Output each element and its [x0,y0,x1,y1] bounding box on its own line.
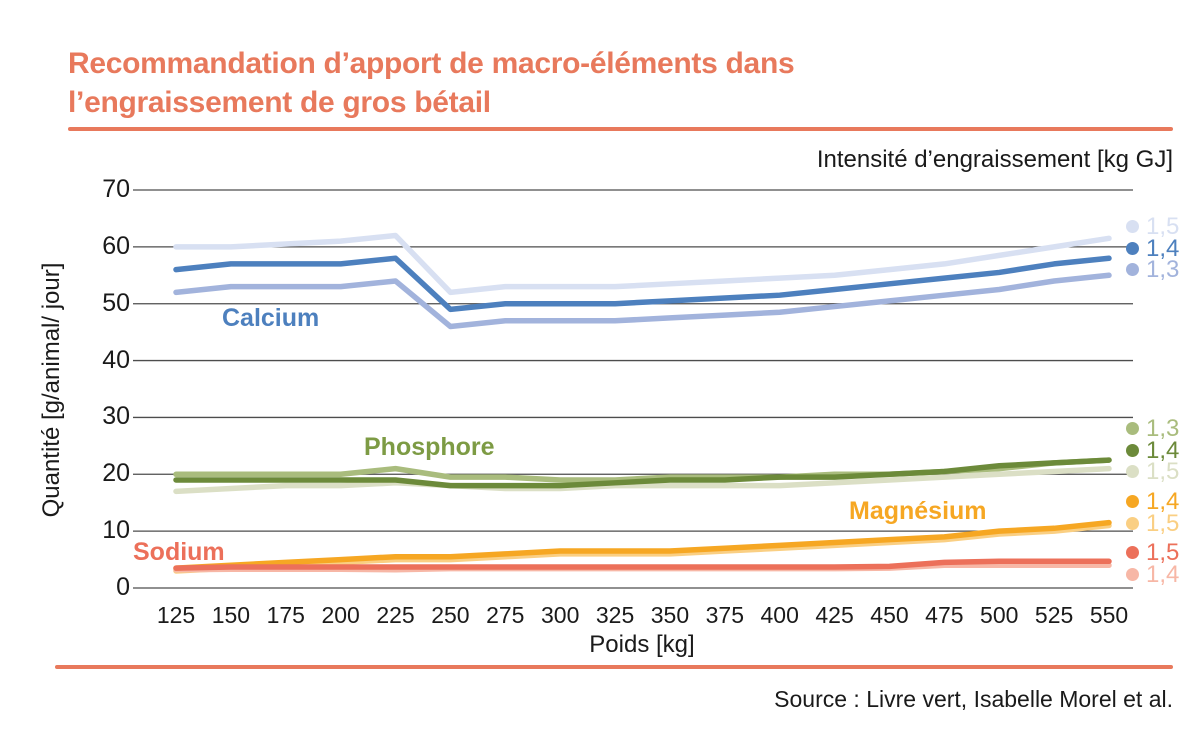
series-line-1,5 [173,465,1112,495]
y-axis-title: Quantité [g/animal/ jour] [38,262,65,518]
legend-dot-phosphore [1126,465,1139,478]
x-tick-label: 425 [815,602,854,628]
series-line-1,4 [173,255,1112,313]
series-label-magnésium: Magnésium [849,497,987,525]
x-tick-label: 125 [156,602,196,628]
x-tick-label: 375 [705,602,744,628]
series-line-1,4 [173,519,1112,571]
x-tick-label: 300 [540,602,580,628]
legend-value-label: 1,4 [1146,234,1180,262]
series-line-1,5 [173,522,1112,574]
legend-value-label: 1,3 [1146,415,1180,442]
legend-dot-sodium [1126,567,1139,581]
y-tick-label: 60 [102,231,130,260]
legend-value-label: 1,4 [1146,436,1180,464]
x-tick-label: 175 [266,602,305,628]
y-tick-label: 20 [102,459,130,488]
x-tick-label: 250 [431,602,470,628]
legend-dot-calcium [1126,220,1139,233]
y-tick-label: 40 [102,345,130,374]
series-line-1,5 [173,232,1112,296]
x-tick-label: 325 [595,602,635,628]
legend-value-label: 1,5 [1146,213,1180,240]
page-title-line-1: Recommandation d’apport de macro-élément… [68,47,795,80]
page-title-line-2: l’engraissement de gros bétail [68,86,491,119]
x-tick-label: 275 [486,602,525,628]
series-line-1,3 [173,272,1112,330]
bottom-divider-rule [55,665,1173,669]
legend-dot-phosphore [1126,443,1139,457]
series-label-sodium: Sodium [133,538,225,566]
x-tick-label: 475 [925,602,964,628]
x-axis-title: Poids [kg] [589,631,695,658]
x-tick-label: 550 [1089,602,1129,628]
y-tick-label: 70 [102,175,130,203]
legend-value-label: 1,4 [1146,560,1180,588]
top-divider-rule [68,127,1173,131]
source-text: Source : Livre vert, Isabelle Morel et a… [774,686,1173,712]
x-tick-label: 525 [1034,602,1074,628]
x-tick-label: 200 [321,602,360,628]
x-tick-label: 150 [211,602,251,628]
series-label-calcium: Calcium [222,304,320,332]
series-line-1,4 [173,457,1112,489]
legend-value-label: 1,5 [1146,509,1180,537]
legend-dot-calcium [1126,241,1139,255]
y-tick-label: 30 [102,402,130,431]
y-tick-label: 0 [116,573,130,601]
x-tick-label: 225 [376,602,415,628]
legend-value-label: 1,5 [1146,539,1180,566]
y-tick-label: 10 [102,516,130,545]
legend-dot-sodium [1126,546,1139,559]
legend-value-label: 1,5 [1146,458,1180,485]
series-line-1,5 [173,558,1112,571]
x-tick-label: 450 [870,602,909,628]
y-tick-label: 50 [102,288,130,317]
x-tick-label: 400 [760,602,799,628]
x-tick-label: 350 [650,602,690,628]
legend-dot-calcium [1126,263,1139,276]
x-tick-label: 500 [980,602,1019,628]
legend-value-label: 1,3 [1146,256,1180,283]
series-label-phosphore: Phosphore [364,433,495,461]
legend-value-label: 1,4 [1146,488,1180,515]
legend-dot-phosphore [1126,422,1139,435]
legend-dot-magnésium [1126,516,1139,530]
legend-dot-magnésium [1126,495,1139,508]
page-title: Recommandation d’apport de macro-élément… [68,44,795,122]
legend-title: Intensité d’engraissement [kg GJ] [816,146,1173,173]
